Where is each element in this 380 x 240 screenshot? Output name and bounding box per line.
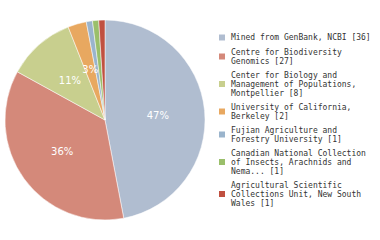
svg-text:Canadian National Collection: Canadian National Collection	[231, 149, 366, 158]
svg-text:Montpellier [8]: Montpellier [8]	[231, 89, 303, 98]
svg-text:Forestry University [1]: Forestry University [1]	[231, 135, 342, 144]
svg-text:3%: 3%	[82, 64, 98, 75]
svg-text:Nema... [1]: Nema... [1]	[231, 167, 284, 176]
svg-text:47%: 47%	[147, 110, 169, 121]
svg-text:Wales [1]: Wales [1]	[231, 199, 274, 208]
svg-text:Collections Unit, New South: Collections Unit, New South	[231, 190, 361, 199]
svg-text:Genomics [27]: Genomics [27]	[231, 57, 294, 66]
svg-text:11%: 11%	[59, 75, 81, 86]
svg-text:of Insects, Arachnids and: of Insects, Arachnids and	[231, 158, 352, 167]
svg-text:36%: 36%	[51, 146, 73, 157]
svg-text:Agricultural Scientific: Agricultural Scientific	[231, 181, 342, 190]
svg-text:Center for Biology and: Center for Biology and	[231, 71, 337, 80]
svg-text:University of California,: University of California,	[231, 103, 351, 112]
svg-text:Management of Populations,: Management of Populations,	[231, 80, 356, 89]
svg-text:Berkeley [2]: Berkeley [2]	[231, 112, 289, 121]
svg-text:Mined from GenBank, NCBI [36]: Mined from GenBank, NCBI [36]	[231, 33, 371, 42]
svg-text:Centre for Biodiversity: Centre for Biodiversity	[231, 48, 342, 57]
svg-text:Fujian Agriculture and: Fujian Agriculture and	[231, 126, 337, 135]
